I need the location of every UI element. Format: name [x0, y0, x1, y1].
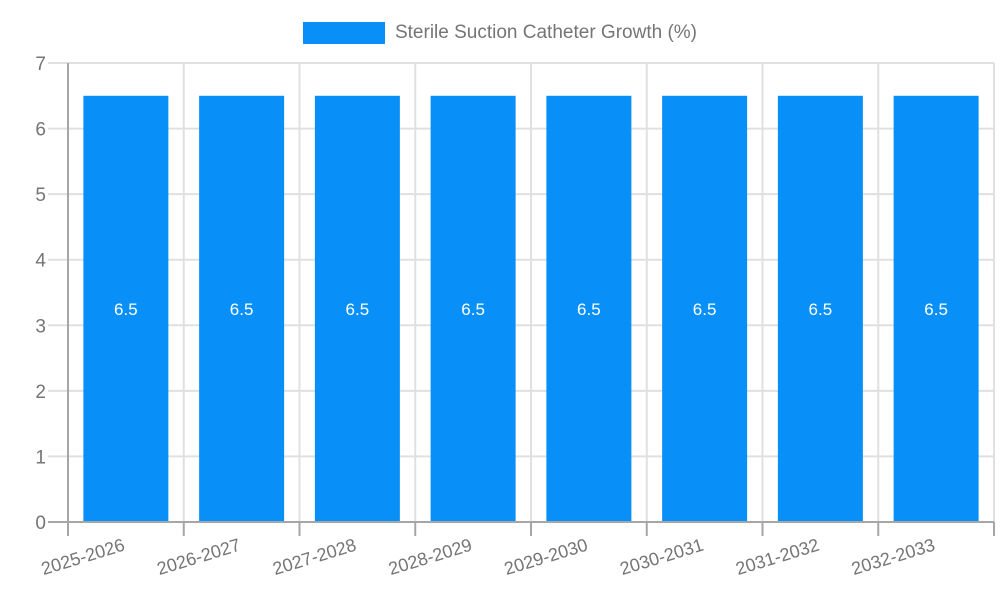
x-axis-tick-label: 2029-2030 — [502, 535, 590, 579]
x-axis-tick-label: 2028-2029 — [386, 535, 474, 579]
bar-value-label: 6.5 — [114, 300, 138, 319]
bar-value-label: 6.5 — [809, 300, 833, 319]
bar-2029-2030[interactable] — [546, 95, 632, 523]
x-axis-tick-label: 2031-2032 — [733, 535, 821, 579]
bar-value-label: 6.5 — [230, 300, 254, 319]
bar-2026-2027[interactable] — [199, 95, 285, 523]
bar-2027-2028[interactable] — [314, 95, 400, 523]
legend[interactable]: Sterile Suction Catheter Growth (%) — [0, 20, 1000, 46]
bar-value-label: 6.5 — [346, 300, 370, 319]
bar-2025-2026[interactable] — [83, 95, 169, 523]
bar-value-label: 6.5 — [577, 300, 601, 319]
legend-swatch — [302, 22, 385, 44]
x-axis-tick-label: 2030-2031 — [618, 535, 706, 579]
x-axis-tick-label: 2027-2028 — [270, 535, 358, 579]
y-axis-tick-label: 6 — [35, 120, 46, 141]
x-axis-tick-label: 2032-2033 — [849, 535, 937, 579]
x-axis-tick-label: 2025-2026 — [39, 535, 127, 579]
bar-2028-2029[interactable] — [430, 95, 516, 523]
bar-value-label: 6.5 — [461, 300, 485, 319]
bar-value-label: 6.5 — [924, 300, 948, 319]
y-axis-tick-label: 4 — [35, 251, 46, 272]
x-axis-tick-label: 2026-2027 — [155, 535, 243, 579]
bar-2032-2033[interactable] — [893, 95, 979, 523]
bar-2030-2031[interactable] — [662, 95, 748, 523]
y-axis-tick-label: 7 — [35, 54, 46, 75]
y-axis-tick-label: 5 — [35, 185, 46, 206]
y-axis-tick-label: 2 — [35, 382, 46, 403]
bar-value-label: 6.5 — [693, 300, 717, 319]
y-axis-tick-label: 1 — [35, 447, 46, 468]
bar-2031-2032[interactable] — [777, 95, 863, 523]
y-axis-tick-label: 0 — [35, 513, 46, 534]
legend-label: Sterile Suction Catheter Growth (%) — [394, 22, 697, 43]
y-axis-tick-label: 3 — [35, 316, 46, 337]
